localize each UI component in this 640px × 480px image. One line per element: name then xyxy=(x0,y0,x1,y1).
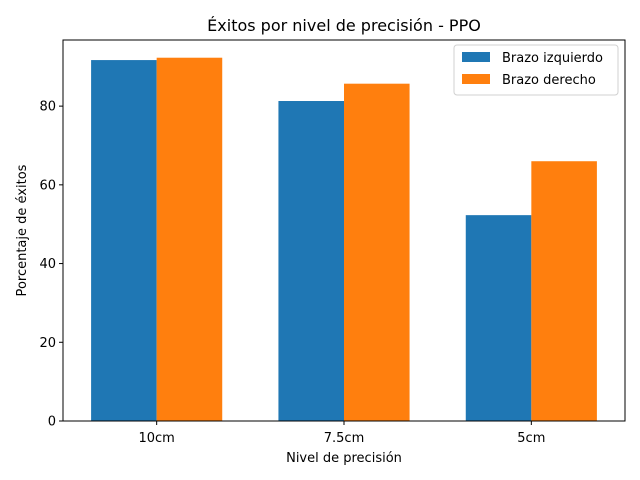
bar-right-arm-1 xyxy=(344,83,410,421)
legend-box xyxy=(453,44,619,96)
chart-title: Éxitos por nivel de precisión - PPO xyxy=(207,16,481,35)
y-tick-label: 20 xyxy=(39,336,56,351)
legend: Brazo izquierdo Brazo derecho xyxy=(453,44,619,96)
x-axis: 10cm 7.5cm 5cm xyxy=(138,421,545,446)
legend-label-right-arm: Brazo derecho xyxy=(502,73,596,88)
x-tick-label: 5cm xyxy=(517,431,545,446)
x-tick-label: 10cm xyxy=(138,431,174,446)
legend-swatch-right-arm xyxy=(462,74,490,84)
bar-right-arm-0 xyxy=(156,57,223,421)
plot-frame xyxy=(62,39,626,422)
legend-swatch-left-arm xyxy=(462,52,490,62)
bar-right-arm-2 xyxy=(531,161,597,421)
y-axis: 0 20 40 60 80 xyxy=(39,100,63,430)
x-tick-label: 7.5cm xyxy=(324,431,365,446)
plot-area: 0 20 40 60 80 10cm 7.5cm 5cm xyxy=(39,39,626,446)
bars xyxy=(91,57,597,421)
y-axis-label: Porcentaje de éxitos xyxy=(15,164,30,296)
y-tick-label: 40 xyxy=(39,257,56,272)
bar-left-arm-1 xyxy=(278,101,344,421)
y-tick-label: 80 xyxy=(39,100,56,115)
x-axis-label: Nivel de precisión xyxy=(286,451,402,466)
legend-label-left-arm: Brazo izquierdo xyxy=(502,51,603,66)
y-tick-label: 60 xyxy=(39,178,56,193)
y-tick-label: 0 xyxy=(48,415,56,430)
bar-left-arm-0 xyxy=(91,60,157,421)
bar-left-arm-2 xyxy=(465,215,532,421)
